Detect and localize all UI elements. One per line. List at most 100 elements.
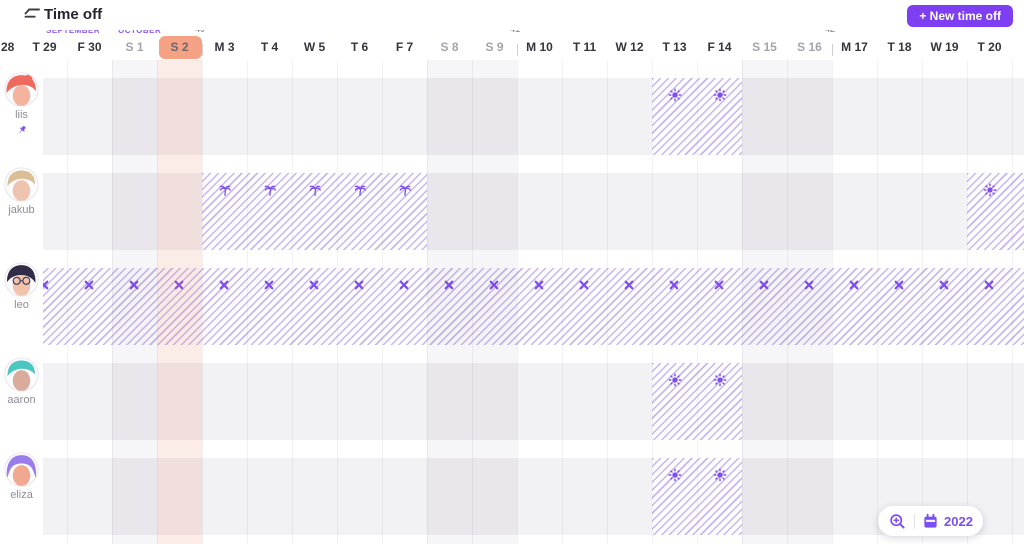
x-icon — [893, 278, 907, 292]
day-header-w5[interactable]: W 5 — [303, 40, 326, 54]
filter-icon[interactable] — [20, 3, 44, 27]
x-icon — [623, 278, 637, 292]
day-header-f30[interactable]: F 30 — [77, 40, 102, 54]
sun-icon — [713, 468, 727, 482]
avatar[interactable] — [4, 167, 39, 202]
avatar[interactable] — [4, 357, 39, 392]
x-icon — [938, 278, 952, 292]
x-icon — [668, 278, 682, 292]
sun-icon — [713, 88, 727, 102]
x-icon — [758, 278, 772, 292]
avatar[interactable] — [4, 72, 39, 107]
time-off-block-eliza[interactable] — [652, 458, 742, 535]
column-gridline — [607, 60, 608, 544]
sun-icon — [668, 88, 682, 102]
x-icon — [578, 278, 592, 292]
weekend-column-shade — [742, 60, 787, 544]
day-header-t20[interactable]: T 20 — [977, 40, 1002, 54]
member-aaron[interactable]: aaron — [0, 357, 43, 406]
member-name: aaron — [7, 394, 36, 406]
day-header-m17[interactable]: M 17 — [841, 40, 868, 54]
column-gridline — [922, 60, 923, 544]
day-header-t6[interactable]: T 6 — [350, 40, 369, 54]
column-gridline — [472, 60, 473, 544]
page-title: Time off — [44, 6, 103, 23]
weekend-column-shade — [472, 60, 517, 544]
member-leo[interactable]: leo — [0, 262, 43, 311]
day-header-t18[interactable]: T 18 — [887, 40, 912, 54]
time-off-block-jakub[interactable] — [202, 173, 427, 250]
day-header-f7[interactable]: F 7 — [395, 40, 414, 54]
today-highlight-pill — [159, 36, 202, 59]
today-column-shade — [157, 60, 202, 544]
day-header-t4[interactable]: T 4 — [260, 40, 279, 54]
day-header-s8[interactable]: S 8 — [440, 40, 459, 54]
day-header-w12[interactable]: W 12 — [615, 40, 644, 54]
weekend-column-shade — [787, 60, 832, 544]
column-gridline — [517, 60, 518, 544]
week-tick — [202, 44, 203, 56]
time-off-block-leo[interactable] — [0, 268, 1024, 345]
palm-icon — [218, 183, 232, 197]
new-time-off-button[interactable]: + New time off — [907, 5, 1013, 27]
time-off-block-jakub[interactable] — [967, 173, 1024, 250]
day-header-t11[interactable]: T 11 — [572, 40, 597, 54]
year-button[interactable]: 2022 — [922, 513, 973, 530]
day-header-edge[interactable] — [1012, 34, 1024, 60]
x-icon — [713, 278, 727, 292]
x-icon — [488, 278, 502, 292]
week-tick — [832, 44, 833, 56]
member-row-band — [0, 458, 1024, 535]
pin-icon[interactable] — [15, 124, 28, 137]
day-header-s16[interactable]: S 16 — [797, 40, 822, 54]
palm-icon — [263, 183, 277, 197]
day-header-s9[interactable]: S 9 — [485, 40, 504, 54]
column-gridline — [967, 60, 968, 544]
day-header-m3[interactable]: M 3 — [214, 40, 235, 54]
sun-icon — [983, 183, 997, 197]
day-header-m10[interactable]: M 10 — [526, 40, 553, 54]
day-header-w19[interactable]: W 19 — [930, 40, 959, 54]
column-gridline — [427, 60, 428, 544]
sun-icon — [668, 468, 682, 482]
day-header-f14[interactable]: F 14 — [707, 40, 732, 54]
day-header-s1[interactable]: S 1 — [125, 40, 144, 54]
column-gridline — [67, 60, 68, 544]
column-gridline — [787, 60, 788, 544]
month-label: OCTOBER — [118, 26, 162, 35]
time-off-block-aaron[interactable] — [652, 363, 742, 440]
member-row-band — [0, 78, 1024, 155]
member-liis[interactable]: liis — [0, 72, 43, 137]
day-header-t13[interactable]: T 13 — [662, 40, 687, 54]
divider — [914, 513, 916, 529]
sun-icon — [713, 373, 727, 387]
column-gridline — [337, 60, 338, 544]
weekend-column-shade — [112, 60, 157, 544]
palm-icon — [353, 183, 367, 197]
day-header-t29[interactable]: T 29 — [32, 40, 57, 54]
x-icon — [173, 278, 187, 292]
avatar[interactable] — [4, 452, 39, 487]
zoom-in-button[interactable] — [888, 512, 907, 531]
day-header-s15[interactable]: S 15 — [752, 40, 777, 54]
day-header-28[interactable]: 28 — [1, 40, 15, 54]
member-jakub[interactable]: jakub — [0, 167, 43, 216]
timeline-grid — [0, 60, 1024, 544]
x-icon — [128, 278, 142, 292]
day-header-s2[interactable]: S 2 — [170, 40, 189, 54]
time-off-block-liis[interactable] — [652, 78, 742, 155]
avatar[interactable] — [4, 262, 39, 297]
column-gridline — [157, 60, 158, 544]
x-icon — [848, 278, 862, 292]
column-gridline — [382, 60, 383, 544]
month-label: SEPTEMBER — [46, 26, 101, 35]
column-gridline — [832, 60, 833, 544]
x-icon — [353, 278, 367, 292]
column-gridline — [247, 60, 248, 544]
x-icon — [308, 278, 322, 292]
x-icon — [83, 278, 97, 292]
member-eliza[interactable]: eliza — [0, 452, 43, 501]
x-icon — [983, 278, 997, 292]
week-tick — [517, 44, 518, 56]
